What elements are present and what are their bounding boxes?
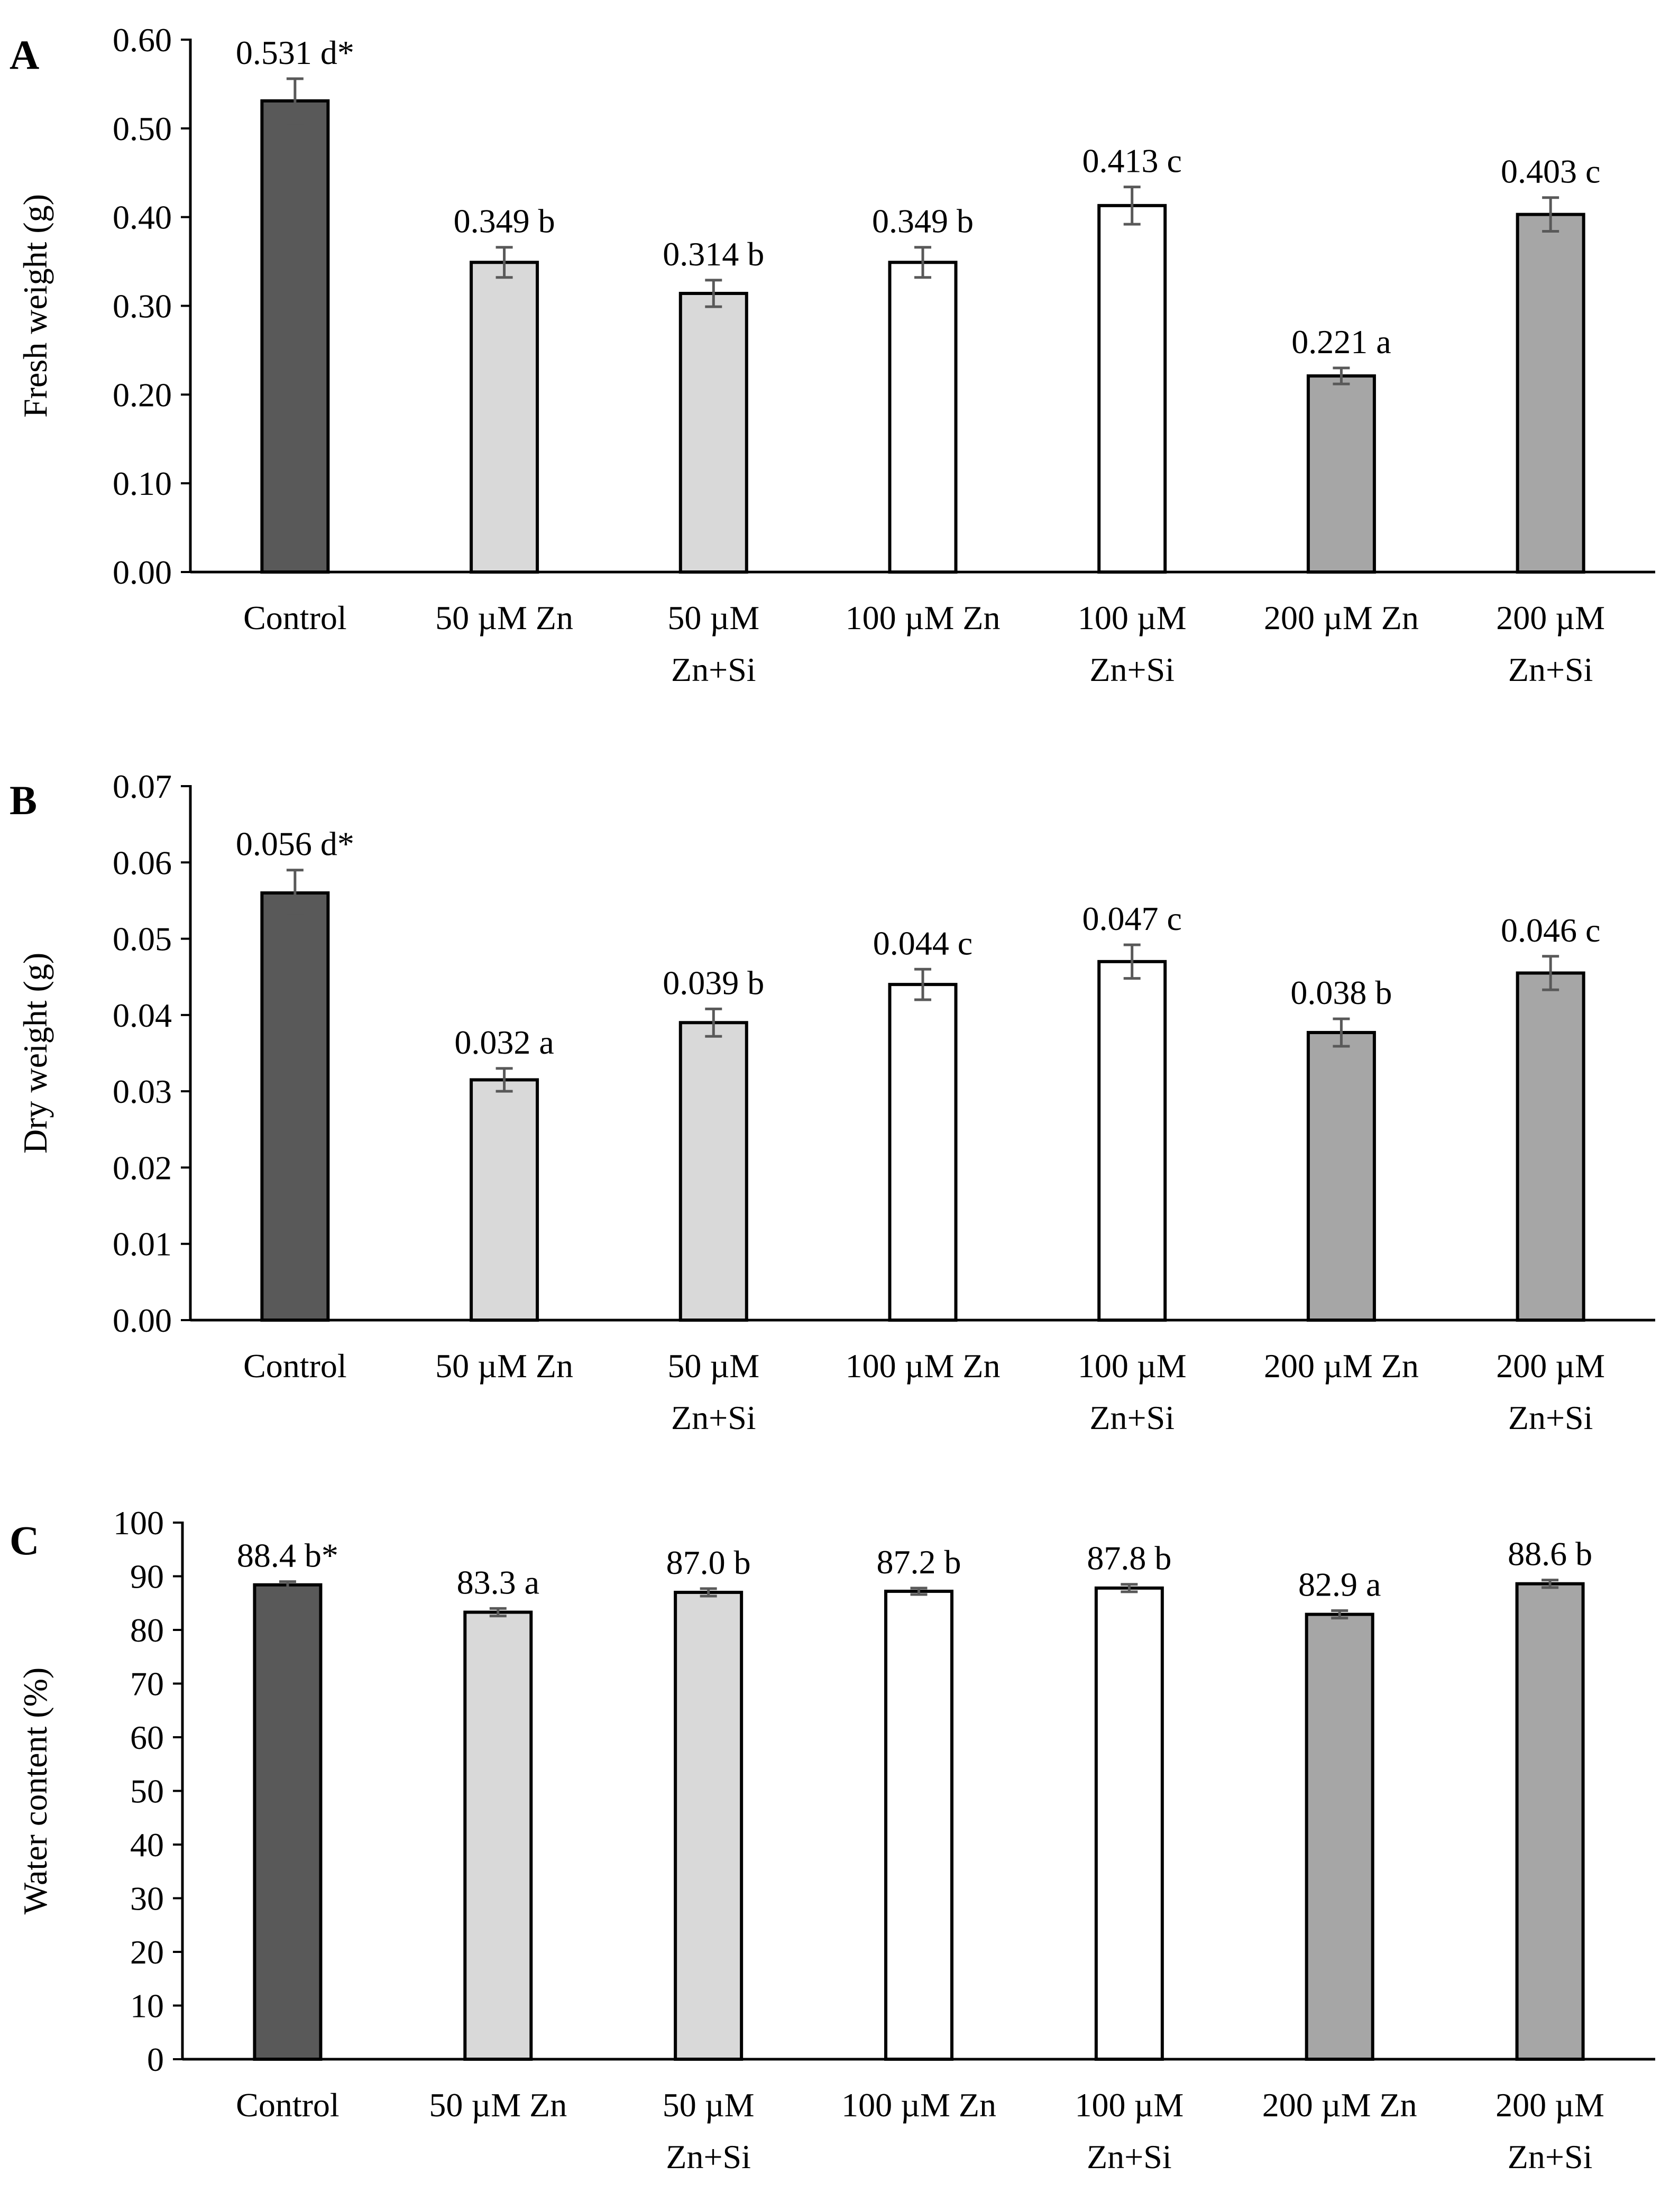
data-label: 0.349 b (872, 202, 974, 240)
y-tick-label: 0.02 (113, 1149, 172, 1186)
bar (470, 1078, 539, 1322)
bar (1097, 960, 1167, 1322)
y-tick-label: 0 (147, 2041, 164, 2078)
panel-A: A Fresh weight (g) 0.00 0.10 0.20 0.30 0.40 0.5… (10, 21, 1655, 688)
bar (1516, 213, 1585, 574)
x-tick-label: 100 µM Zn (841, 2086, 996, 2124)
y-tick-label: 0.30 (113, 288, 172, 325)
y-tick-label: 0.00 (113, 554, 172, 591)
bar (260, 891, 330, 1322)
y-tick-label: 90 (130, 1558, 164, 1596)
y-axis-label: Fresh weight (g) (16, 194, 54, 418)
data-label: 83.3 a (457, 1563, 539, 1601)
x-tick-label: 50 µM Zn+Si (663, 2086, 755, 2176)
data-label: 0.039 b (663, 964, 764, 1001)
panel-label: C (10, 1517, 39, 1563)
x-tick-label: 100 µM Zn+Si (1075, 2086, 1183, 2176)
bar (888, 261, 958, 574)
x-tick-label: Control (236, 2086, 340, 2124)
bar (463, 1610, 533, 2061)
x-tick-label: 200 µM Zn+Si (1496, 599, 1605, 688)
y-tick-label: 0.40 (113, 199, 172, 236)
y-axis-label: Water content (%) (16, 1667, 54, 1915)
y-axis-label: Dry weight (g) (16, 953, 54, 1154)
panel-C: C Water content (%) 0 10 20 30 40 50 60 70 80 90 100… (10, 1504, 1655, 2176)
x-tick-label: 200 µM Zn+Si (1496, 1347, 1605, 1436)
y-tick-label: 0.03 (113, 1073, 172, 1110)
bar (470, 261, 539, 574)
data-label: 0.531 d* (236, 34, 354, 71)
bar (678, 1021, 748, 1322)
bar (678, 292, 748, 574)
x-tick-label: 50 µM Zn+Si (667, 599, 759, 688)
x-tick-label: 50 µM Zn (435, 1347, 573, 1385)
x-tick-label: 200 µM Zn (1262, 2086, 1417, 2124)
data-label: 0.314 b (663, 235, 764, 273)
data-label: 0.413 c (1082, 142, 1182, 180)
data-label: 88.6 b (1508, 1535, 1592, 1573)
y-tick-label: 100 (113, 1504, 164, 1542)
bar (888, 983, 958, 1322)
panel-B: B Dry weight (g) 0.00 0.01 0.02 0.03 0.04 0.05 0… (10, 768, 1655, 1436)
bar (1306, 374, 1376, 574)
y-tick-label: 40 (130, 1826, 164, 1864)
bar (1516, 971, 1585, 1322)
y-tick-label: 60 (130, 1719, 164, 1756)
data-label: 0.038 b (1290, 974, 1392, 1011)
y-tick-label: 0.10 (113, 465, 172, 502)
y-tick-label: 0.07 (113, 768, 172, 805)
x-tick-label: Control (243, 599, 347, 637)
bar (1097, 204, 1167, 574)
data-label: 0.403 c (1501, 153, 1600, 190)
x-tick-label: 50 µM Zn (429, 2086, 567, 2124)
bar (1305, 1612, 1374, 2061)
bar (1094, 1586, 1164, 2061)
y-tick-label: 50 (130, 1773, 164, 1810)
data-label: 0.221 a (1291, 323, 1391, 361)
y-tick-label: 0.04 (113, 997, 172, 1034)
bar (1306, 1031, 1376, 1322)
y-tick-label: 0.06 (113, 844, 172, 881)
y-tick-label: 20 (130, 1933, 164, 1971)
data-label: 0.056 d* (236, 825, 354, 863)
bar (884, 1589, 953, 2061)
data-label: 0.349 b (454, 202, 555, 240)
x-tick-label: 100 µM Zn+Si (1078, 599, 1187, 688)
data-label: 87.2 b (877, 1543, 961, 1581)
x-tick-label: 50 µM Zn+Si (667, 1347, 759, 1436)
y-tick-label: 80 (130, 1611, 164, 1649)
panel-label: B (10, 777, 37, 823)
x-tick-label: Control (243, 1347, 347, 1385)
y-tick-label: 10 (130, 1987, 164, 2025)
data-label: 87.0 b (666, 1544, 751, 1581)
data-label: 0.047 c (1082, 900, 1182, 937)
y-tick-label: 30 (130, 1880, 164, 1918)
bar (674, 1590, 744, 2061)
y-tick-label: 70 (130, 1665, 164, 1703)
x-tick-label: 200 µM Zn (1264, 599, 1419, 637)
x-tick-label: 200 µM Zn (1264, 1347, 1419, 1385)
data-label: 0.032 a (454, 1024, 554, 1061)
y-tick-label: 0.01 (113, 1225, 172, 1263)
x-tick-label: 50 µM Zn (435, 599, 573, 637)
data-label: 82.9 a (1298, 1565, 1381, 1603)
y-tick-label: 0.20 (113, 376, 172, 413)
data-label: 87.8 b (1087, 1540, 1171, 1577)
bar (260, 99, 330, 574)
y-tick-label: 0.50 (113, 110, 172, 148)
bar (253, 1583, 323, 2061)
data-label: 88.4 b* (237, 1537, 338, 1574)
y-tick-label: 0.60 (113, 21, 172, 59)
x-tick-label: 100 µM Zn (846, 1347, 1001, 1385)
data-label: 0.044 c (873, 924, 972, 962)
y-tick-label: 0.05 (113, 920, 172, 958)
x-tick-label: 100 µM Zn (846, 599, 1001, 637)
x-tick-label: 100 µM Zn+Si (1078, 1347, 1187, 1436)
x-tick-label: 200 µM Zn+Si (1495, 2086, 1604, 2176)
data-label: 0.046 c (1501, 911, 1600, 949)
y-tick-label: 0.00 (113, 1302, 172, 1339)
panel-label: A (10, 32, 39, 78)
bar (1515, 1582, 1585, 2061)
